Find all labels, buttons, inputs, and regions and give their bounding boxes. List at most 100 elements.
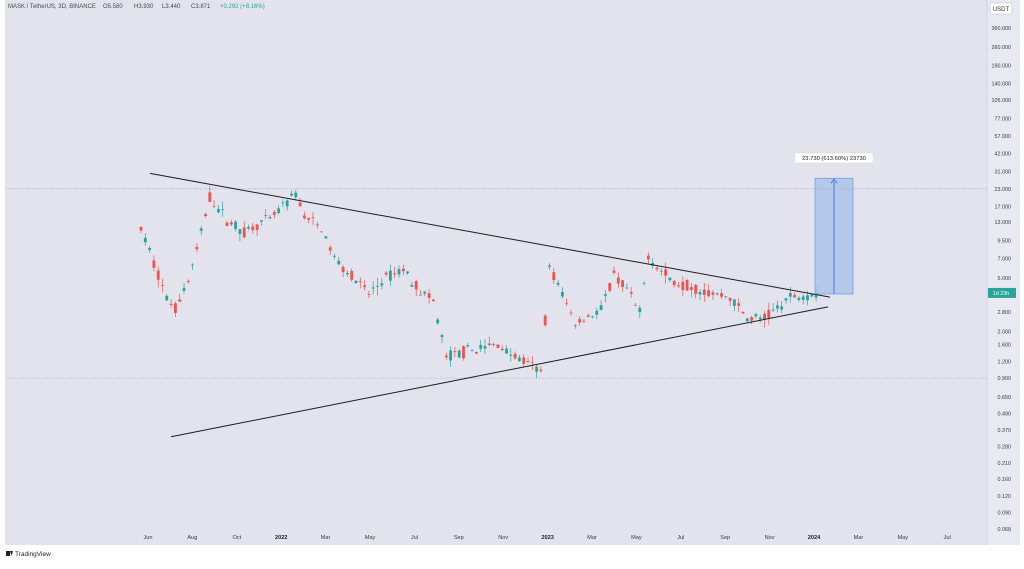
candle-body xyxy=(350,270,354,280)
candle-body xyxy=(204,214,207,217)
candle-body xyxy=(767,309,771,319)
candle-body xyxy=(530,362,534,364)
candle-body xyxy=(698,292,702,295)
candle-body xyxy=(384,272,388,275)
candle-body xyxy=(225,222,229,226)
candle-body xyxy=(178,299,182,302)
candle-body xyxy=(771,309,775,311)
candle-body xyxy=(647,255,650,260)
candle-body xyxy=(165,295,169,301)
candle-body xyxy=(750,317,753,321)
currency-button[interactable] xyxy=(989,2,1013,15)
x-tick-label: 2022 xyxy=(275,535,287,541)
candle-body xyxy=(599,305,603,310)
candle-body xyxy=(793,295,796,298)
candle-body xyxy=(733,299,736,306)
candle-body xyxy=(522,357,526,364)
candle-body xyxy=(810,294,814,297)
candle-body xyxy=(470,349,474,351)
candle-body xyxy=(677,285,680,287)
candle-body xyxy=(724,296,728,298)
candle-body xyxy=(221,209,225,210)
candle-body xyxy=(427,293,431,298)
x-tick-label: 2023 xyxy=(541,535,553,541)
candle-body xyxy=(814,292,818,298)
candle-body xyxy=(651,262,655,266)
x-tick-label: Nov xyxy=(498,535,508,541)
candle-body xyxy=(242,227,246,238)
candle-body xyxy=(410,285,414,287)
candle-body xyxy=(561,292,564,297)
y-tick-label: 57.000 xyxy=(995,134,1012,140)
y-tick-label: 1.200 xyxy=(998,359,1012,365)
candle-body xyxy=(591,316,594,318)
candle-body xyxy=(720,293,723,297)
candle-body xyxy=(711,292,715,295)
candle-body xyxy=(801,296,805,300)
y-tick-label: 140.000 xyxy=(992,81,1012,87)
candle-body xyxy=(763,313,766,320)
candle-body xyxy=(358,281,362,282)
candle-body xyxy=(281,202,285,204)
y-tick-label: 360.000 xyxy=(992,26,1012,32)
tradingview-logo-icon xyxy=(6,551,13,556)
candle-body xyxy=(612,270,616,273)
candle-body xyxy=(401,268,405,272)
candle-body xyxy=(629,292,633,294)
candle-body xyxy=(419,294,422,296)
x-tick-label: Jul xyxy=(411,535,418,541)
x-tick-label: Oct xyxy=(232,535,241,541)
candle-body xyxy=(784,298,788,301)
candle-body xyxy=(483,346,487,349)
candle-body xyxy=(604,294,607,296)
candle-body xyxy=(174,303,177,313)
x-tick-label: May xyxy=(631,535,642,541)
branding-text: TradingView xyxy=(15,551,51,558)
y-tick-label: 5.000 xyxy=(998,276,1012,282)
y-tick-label: 0.650 xyxy=(998,395,1012,401)
candle-body xyxy=(573,325,577,327)
x-tick-label: Mar xyxy=(854,535,864,541)
x-tick-label: Sep xyxy=(720,535,730,541)
y-tick-label: 260.000 xyxy=(992,45,1012,51)
candle-body xyxy=(569,312,573,314)
candle-body xyxy=(440,335,444,338)
candle-body xyxy=(728,297,732,301)
price-range-label: 23.730 (613.60%) 23730 xyxy=(802,156,866,162)
candle-body xyxy=(436,319,440,324)
candle-body xyxy=(539,369,543,371)
candle-body xyxy=(690,287,693,290)
trendline[interactable] xyxy=(149,172,831,298)
candle-body xyxy=(694,284,698,294)
candle-body xyxy=(754,314,758,317)
y-tick-label: 7.000 xyxy=(998,256,1012,262)
trendline[interactable] xyxy=(170,306,829,438)
candle-body xyxy=(616,277,620,284)
candle-body xyxy=(307,217,311,220)
candle-body xyxy=(380,283,384,286)
candle-body xyxy=(655,267,659,270)
candle-body xyxy=(543,315,547,326)
candle-body xyxy=(444,355,448,358)
x-tick-label: Jul xyxy=(944,535,951,541)
candle-body xyxy=(139,226,143,231)
candle-body xyxy=(238,229,242,234)
y-tick-label: 0.900 xyxy=(998,376,1012,382)
trendlines[interactable] xyxy=(149,172,831,438)
candle-body xyxy=(565,302,569,304)
price-range-arrowhead xyxy=(830,178,838,184)
candle-body xyxy=(161,285,164,286)
candle-body xyxy=(500,348,504,351)
candle-body xyxy=(582,320,586,322)
candle-body xyxy=(595,310,599,315)
price-axis[interactable] xyxy=(987,0,1020,545)
y-tick-label: 31.000 xyxy=(995,169,1012,175)
candle-body xyxy=(737,303,741,306)
candle-body xyxy=(702,289,706,295)
candle-body xyxy=(449,350,452,361)
y-tick-label: 42.000 xyxy=(995,152,1012,158)
candle-body xyxy=(251,226,255,231)
candle-body xyxy=(367,294,371,295)
x-tick-label: 2024 xyxy=(808,535,821,541)
